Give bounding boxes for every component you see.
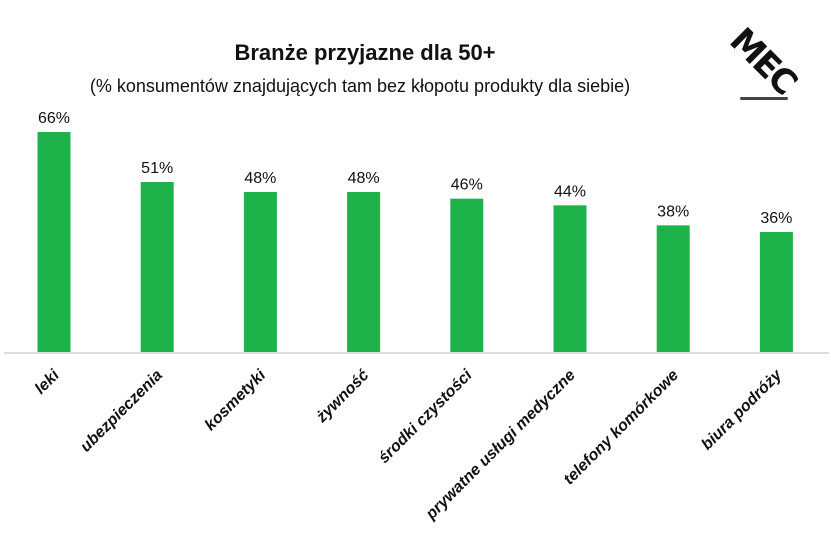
value-label-4: 46% [451,177,483,194]
category-label-2: kosmetyki [202,366,270,434]
value-label-1: 51% [141,160,173,177]
bar-2 [243,192,277,352]
bar-5 [553,205,587,352]
value-label-2: 48% [244,170,276,187]
bar-3 [347,192,381,352]
bar-6 [656,225,690,352]
category-label-7: biura podróży [698,366,786,454]
category-label-3: żywność [313,367,373,427]
bar-7 [759,232,793,352]
mec-logo: MEC [722,20,804,102]
value-label-6: 38% [657,203,689,220]
value-label-3: 48% [348,170,380,187]
value-label-5: 44% [554,183,586,200]
value-label-0: 66% [38,110,70,127]
bar-1 [140,182,174,352]
category-label-1: ubezpieczenia [77,367,166,456]
category-label-4: środki czystości [376,366,476,466]
bar-4 [450,198,484,352]
value-label-7: 36% [760,210,792,227]
category-label-6: telefony komórkowe [561,367,682,488]
svg-text:MEC: MEC [722,20,804,102]
category-label-0: leki [32,366,63,397]
chart-title: Branże przyjazne dla 50+ [234,40,495,65]
bar-0 [37,132,71,352]
logo-shadow [740,97,788,100]
chart-subtitle: (% konsumentów znajdujących tam bez kłop… [90,76,630,96]
